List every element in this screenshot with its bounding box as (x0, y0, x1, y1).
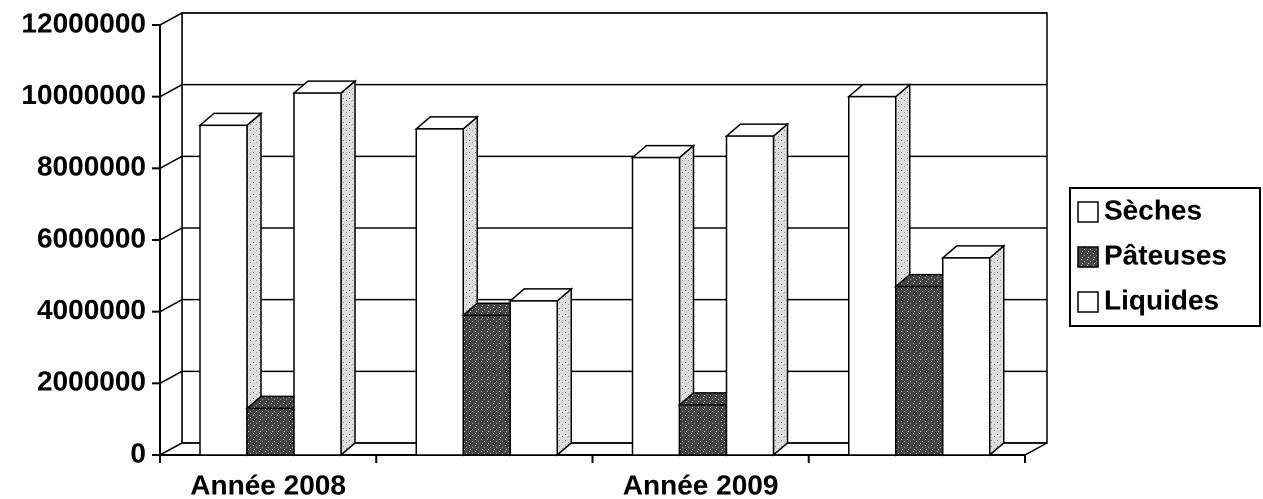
y-tick-label: 4000000 (37, 294, 146, 325)
bar (678, 404, 728, 456)
grid-line (159, 442, 183, 456)
grid-line (159, 370, 183, 384)
y-tick-label: 10000000 (21, 79, 146, 110)
legend-label: Sèches (1104, 194, 1202, 225)
legend-label: Pâteuses (1104, 239, 1227, 270)
legend-swatch (1077, 291, 1099, 313)
bar (631, 156, 681, 456)
bar (415, 128, 464, 456)
bar-side (340, 79, 356, 457)
grid-line (159, 84, 183, 98)
bar (462, 314, 511, 456)
x-tick-label: Année 2009 (623, 469, 779, 499)
bar (509, 300, 558, 456)
bar-side (772, 122, 789, 457)
grid-line (159, 155, 183, 169)
y-tick-label: 8000000 (37, 151, 146, 182)
bar (848, 95, 897, 456)
legend-label: Liquides (1104, 284, 1219, 315)
x-tick-label: Année 2008 (190, 469, 346, 499)
legend-swatch (1077, 201, 1099, 223)
grid-line (159, 12, 183, 26)
legend-box (1069, 187, 1261, 327)
bar (293, 92, 342, 456)
y-tick-label: 6000000 (37, 222, 146, 253)
grid-line (159, 227, 183, 241)
legend-swatch (1077, 246, 1099, 268)
y-tick-label: 12000000 (21, 7, 146, 38)
grid-line (159, 299, 183, 313)
bar (246, 407, 295, 456)
bar (895, 285, 944, 456)
bar (199, 124, 248, 456)
bar (725, 135, 775, 456)
y-tick-label: 0 (130, 437, 146, 468)
bar-side (989, 244, 1005, 457)
bar-side (556, 287, 572, 457)
y-tick-label: 2000000 (37, 366, 146, 397)
bar (942, 257, 991, 456)
